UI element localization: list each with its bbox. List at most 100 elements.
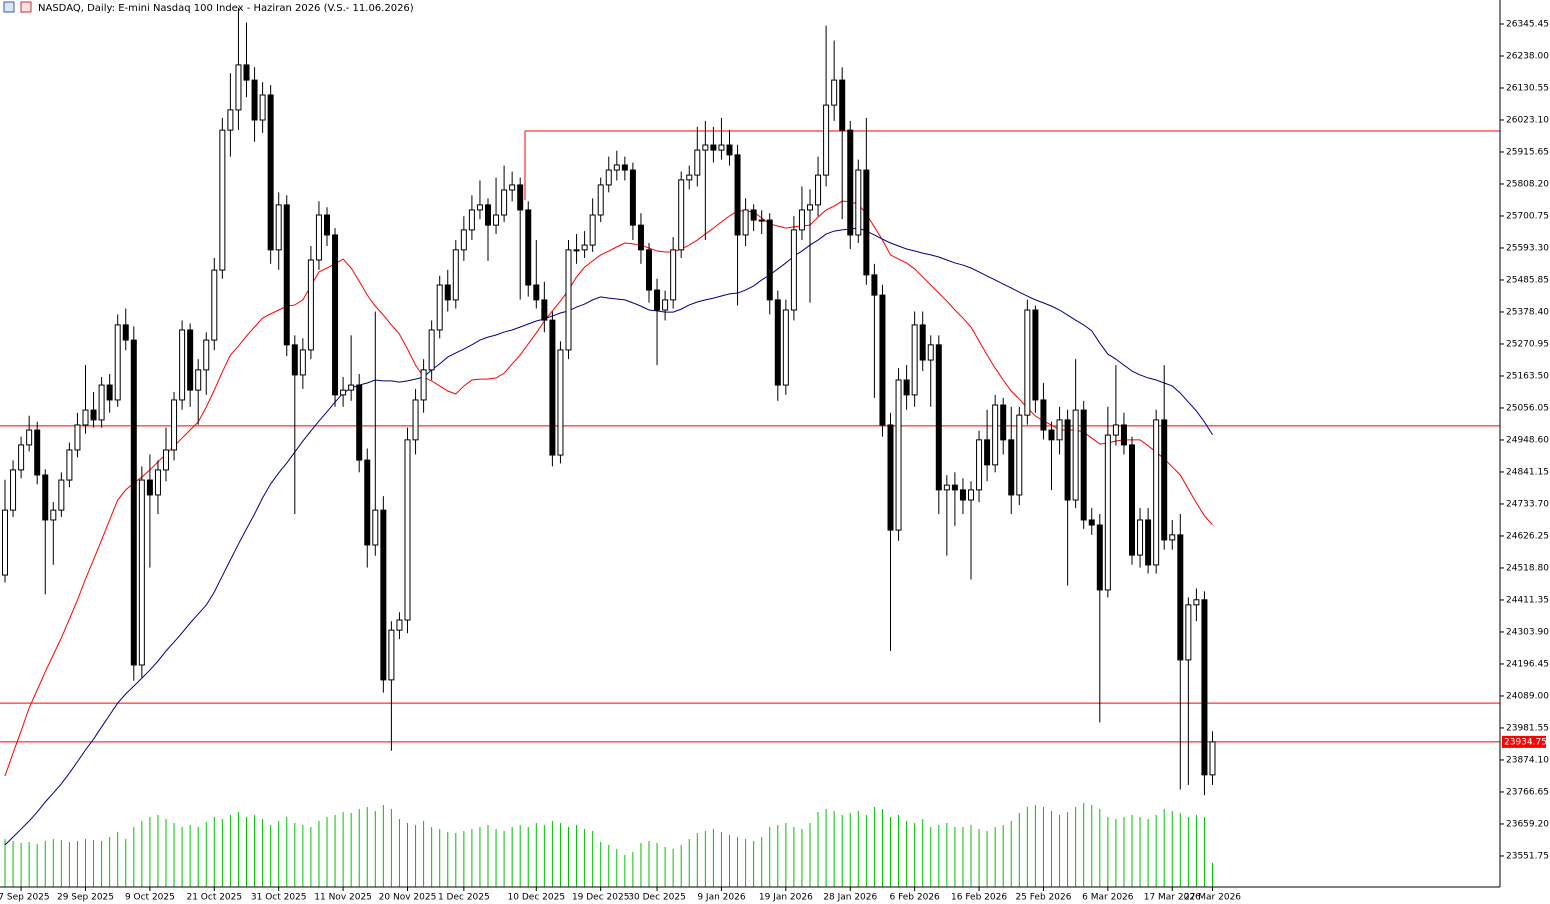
candle-body [557, 349, 564, 456]
candle-body [380, 509, 387, 681]
y-tick-label: 25808.20 [1506, 179, 1549, 189]
candle-body [1169, 534, 1176, 541]
y-tick-label: 26238.00 [1506, 51, 1549, 61]
candle-body [855, 169, 862, 236]
candle-body [1088, 519, 1095, 526]
candle-body [98, 384, 105, 421]
x-tick-label: 25 Feb 2026 [1015, 893, 1071, 903]
candle-body [984, 439, 991, 466]
candle-body [1000, 404, 1007, 441]
candle-body [396, 619, 403, 631]
y-tick-label: 25056.05 [1506, 403, 1549, 413]
y-tick-label: 24841.15 [1506, 467, 1549, 477]
candle-body [823, 104, 830, 176]
candle-body [1072, 409, 1079, 501]
candle-body [581, 244, 588, 251]
candle-body [146, 479, 153, 496]
candle-body [356, 384, 363, 461]
candle-body [549, 319, 556, 456]
x-tick-label: 30 Dec 2025 [628, 893, 686, 903]
candle-body [573, 249, 580, 252]
candle-body [428, 329, 435, 371]
y-tick-label: 25593.30 [1506, 243, 1549, 253]
candle-body [1137, 519, 1144, 556]
y-tick-label: 24089.00 [1506, 691, 1549, 701]
y-tick-label: 24733.70 [1506, 499, 1549, 509]
candle-body [1145, 519, 1152, 566]
candle-body [903, 379, 910, 396]
candle-body [324, 214, 330, 236]
candle-body [452, 249, 459, 301]
candle-body [1120, 424, 1127, 446]
candle-body [1153, 419, 1160, 566]
y-tick-label: 23981.55 [1506, 723, 1549, 733]
ma-line [4, 200, 1213, 777]
y-tick-label: 24196.45 [1506, 659, 1549, 669]
candle-body [476, 204, 483, 211]
candle-body [58, 479, 65, 511]
y-tick-label: 26345.45 [1506, 19, 1549, 29]
candle-body [1024, 309, 1031, 416]
candle-body [790, 229, 797, 311]
last-price-box [1502, 735, 1546, 748]
y-tick-label: 25270.95 [1506, 339, 1549, 349]
candle-body [259, 94, 266, 121]
candle-body [1112, 424, 1119, 436]
y-tick-label: 23874.10 [1506, 755, 1549, 765]
candle-body [605, 169, 612, 186]
candle-body [621, 164, 628, 171]
x-tick-label: 28 Jan 2026 [823, 893, 877, 903]
candle-body [1008, 439, 1015, 496]
candle-body [782, 309, 789, 386]
candle-body [702, 144, 709, 151]
candle-body [646, 249, 652, 291]
candle-body [235, 64, 242, 111]
y-tick-label: 25378.40 [1506, 307, 1549, 317]
y-tick-label: 24303.90 [1506, 627, 1549, 637]
candle-body [179, 329, 186, 401]
candle-body [927, 344, 934, 361]
y-tick-label: 24518.80 [1506, 563, 1549, 573]
candle-body [750, 209, 757, 221]
ma-layer [4, 200, 1213, 846]
candle-body [26, 429, 33, 446]
y-tick-label: 25163.50 [1506, 371, 1549, 381]
x-tick-label: 17 Mar 2026 [1144, 893, 1201, 903]
candle-body [211, 269, 218, 341]
candle-body [589, 214, 596, 246]
candle-body [251, 79, 258, 121]
x-tick-label: 19 Dec 2025 [572, 893, 630, 903]
candle-body [187, 329, 194, 391]
candle-body [726, 144, 733, 156]
candle-body [42, 474, 49, 521]
candle-body [951, 484, 958, 491]
candle-body [412, 399, 419, 441]
axis-layer: 26345.45 26238.00 26130.55 26023.10 25915.65… [0, 19, 1549, 902]
candle-body [911, 324, 918, 396]
candle-body [283, 204, 290, 346]
candle-body [541, 299, 548, 321]
x-tick-label: 9 Oct 2025 [125, 893, 175, 903]
candle-body [815, 174, 822, 206]
y-tick-label: 26130.55 [1506, 83, 1549, 93]
y-tick-label: 25700.75 [1506, 211, 1549, 221]
candle-body [509, 184, 516, 191]
y-tick-label: 25915.65 [1506, 147, 1549, 157]
candle-body [171, 399, 178, 451]
candle-body [219, 129, 226, 271]
candle-body [332, 234, 339, 396]
candle-body [227, 109, 234, 131]
candle-body [654, 289, 661, 311]
x-tick-label: 19 Jan 2026 [759, 893, 813, 903]
candle-body [195, 369, 202, 391]
candle-body [742, 209, 749, 236]
candle-body [299, 349, 306, 376]
candle-body [267, 94, 274, 251]
candle-body [154, 469, 161, 496]
candle-body [887, 424, 894, 531]
candle-body [1048, 429, 1055, 441]
candle-body [976, 439, 983, 491]
levels-layer [0, 130, 1500, 743]
